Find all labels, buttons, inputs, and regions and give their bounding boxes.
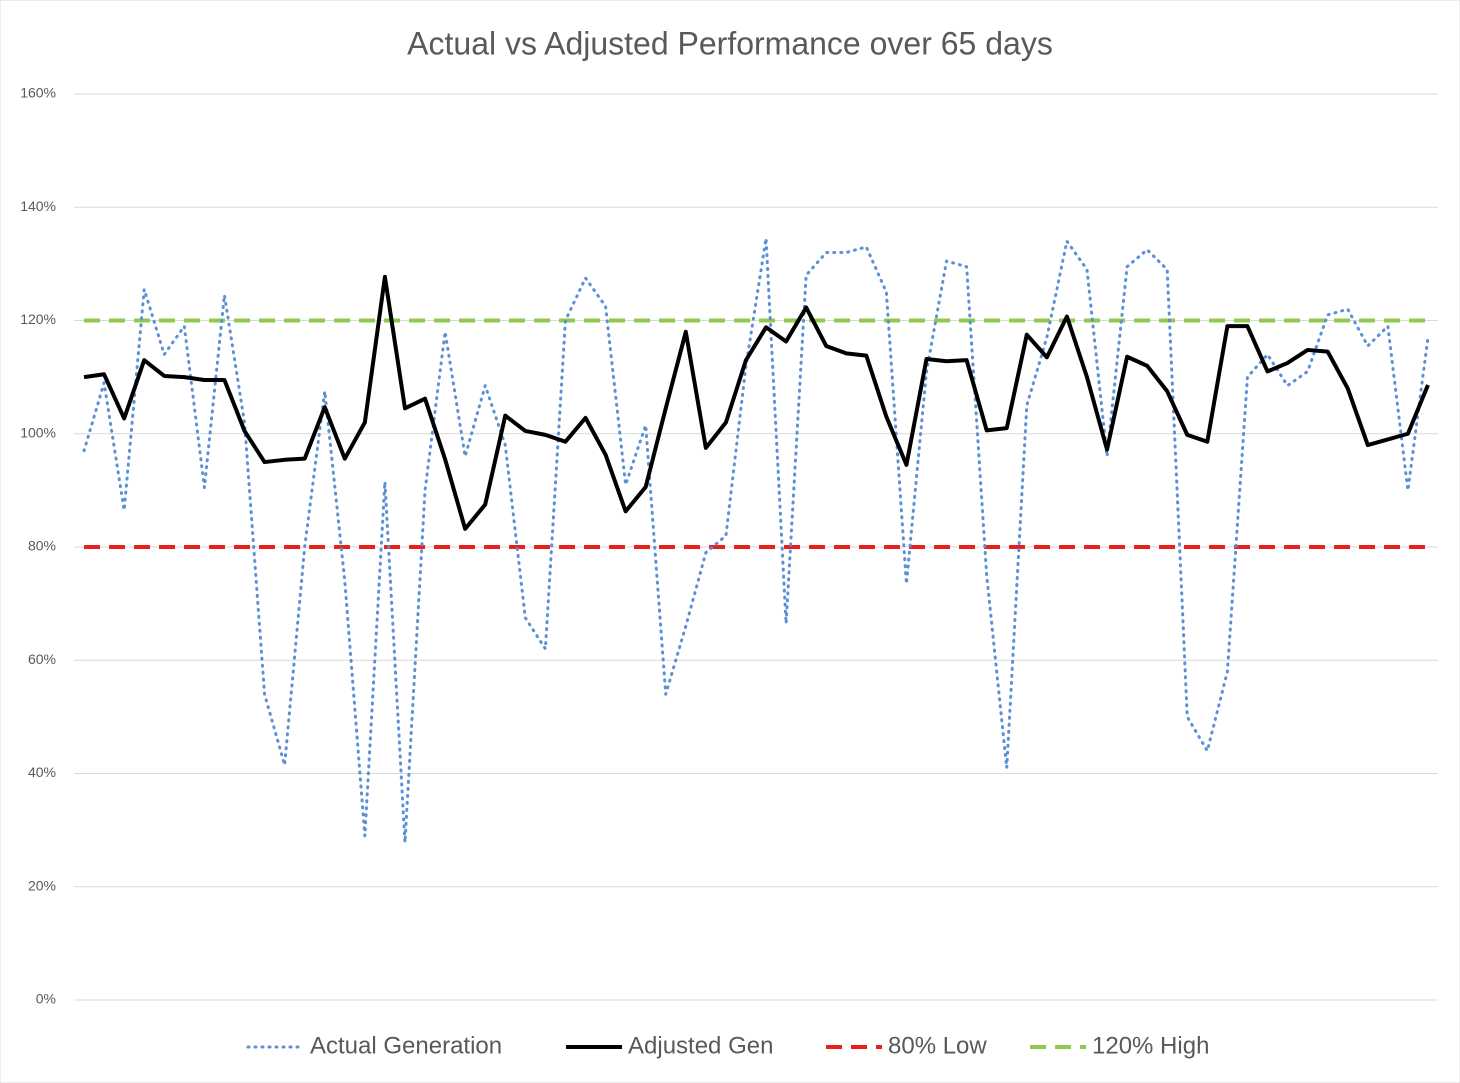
- legend-label: 80% Low: [888, 1032, 987, 1059]
- legend-label: Actual Generation: [310, 1032, 502, 1059]
- y-tick-label: 120%: [20, 311, 56, 327]
- y-tick-label: 0%: [36, 991, 56, 1007]
- y-tick-label: 20%: [28, 877, 56, 893]
- y-tick-label: 100%: [20, 424, 56, 440]
- y-tick-label: 140%: [20, 198, 56, 214]
- y-tick-label: 60%: [28, 651, 56, 667]
- chart-title: Actual vs Adjusted Performance over 65 d…: [407, 25, 1053, 61]
- y-tick-label: 40%: [28, 764, 56, 780]
- y-tick-label: 160%: [20, 85, 56, 101]
- series-line: [83, 274, 1430, 531]
- legend-label: Adjusted Gen: [628, 1032, 773, 1059]
- legend-label: 120% High: [1092, 1032, 1209, 1059]
- y-tick-label: 80%: [28, 538, 56, 554]
